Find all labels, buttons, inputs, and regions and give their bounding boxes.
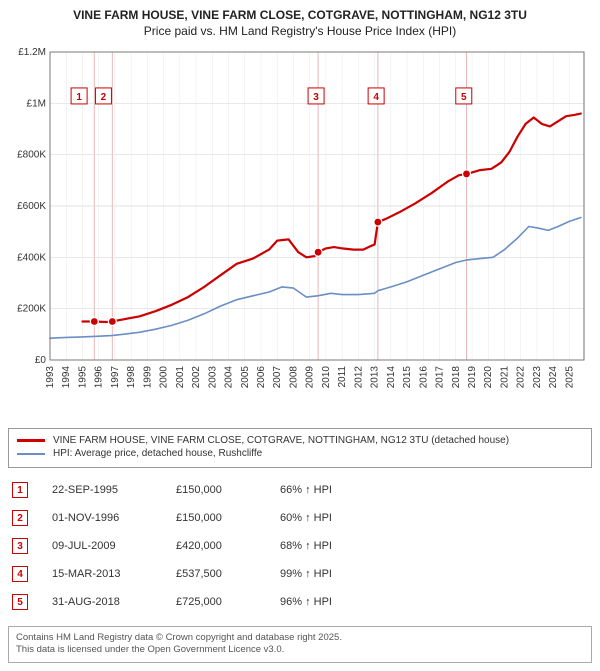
svg-text:2011: 2011	[337, 366, 348, 388]
tx-hpi: 60% ↑ HPI	[280, 512, 360, 524]
svg-text:2023: 2023	[532, 366, 543, 389]
svg-text:2025: 2025	[564, 366, 575, 389]
svg-text:2010: 2010	[321, 366, 332, 389]
tx-marker: 3	[12, 538, 28, 554]
svg-text:£1.2M: £1.2M	[18, 47, 46, 58]
svg-text:2003: 2003	[207, 366, 218, 389]
footer-note: Contains HM Land Registry data © Crown c…	[8, 626, 592, 663]
chart-title: VINE FARM HOUSE, VINE FARM CLOSE, COTGRA…	[8, 8, 592, 38]
chart-area: £0 £200K £400K £600K £800K £1M £1.2M 1993 1994 19…	[8, 44, 592, 424]
title-line2: Price paid vs. HM Land Registry's House …	[8, 24, 592, 38]
svg-text:£0: £0	[35, 355, 47, 366]
tx-price: £150,000	[176, 484, 256, 496]
svg-text:3: 3	[313, 92, 319, 103]
svg-text:1995: 1995	[77, 366, 88, 389]
footer-line2: This data is licensed under the Open Gov…	[16, 644, 584, 656]
tx-price: £150,000	[176, 512, 256, 524]
legend-label: VINE FARM HOUSE, VINE FARM CLOSE, COTGRA…	[53, 435, 509, 446]
svg-text:2012: 2012	[353, 366, 364, 389]
transaction-row: 2 01-NOV-1996 £150,000 60% ↑ HPI	[8, 504, 592, 532]
svg-text:1997: 1997	[110, 366, 121, 389]
svg-text:2016: 2016	[418, 366, 429, 389]
title-line1: VINE FARM HOUSE, VINE FARM CLOSE, COTGRA…	[8, 8, 592, 22]
svg-text:2020: 2020	[483, 366, 494, 389]
svg-text:2024: 2024	[548, 366, 559, 389]
tx-hpi: 68% ↑ HPI	[280, 540, 360, 552]
svg-text:1999: 1999	[142, 366, 153, 389]
svg-text:2: 2	[101, 92, 107, 103]
tx-marker: 5	[12, 594, 28, 610]
svg-text:2001: 2001	[175, 366, 186, 389]
svg-text:2005: 2005	[240, 366, 251, 389]
tx-hpi: 96% ↑ HPI	[280, 596, 360, 608]
legend-row: VINE FARM HOUSE, VINE FARM CLOSE, COTGRA…	[17, 435, 583, 446]
svg-text:2015: 2015	[402, 366, 413, 389]
svg-text:2014: 2014	[386, 366, 397, 389]
svg-text:1998: 1998	[126, 366, 137, 389]
svg-text:1: 1	[76, 92, 82, 103]
legend-swatch	[17, 439, 45, 442]
svg-text:2009: 2009	[305, 366, 316, 389]
svg-text:2017: 2017	[435, 366, 446, 389]
svg-text:£200K: £200K	[17, 304, 46, 315]
transaction-row: 3 09-JUL-2009 £420,000 68% ↑ HPI	[8, 532, 592, 560]
legend: VINE FARM HOUSE, VINE FARM CLOSE, COTGRA…	[8, 428, 592, 468]
tx-price: £537,500	[176, 568, 256, 580]
tx-date: 09-JUL-2009	[52, 540, 152, 552]
chart-svg: £0 £200K £400K £600K £800K £1M £1.2M 1993 1994 19…	[8, 44, 592, 424]
transaction-table: 1 22-SEP-1995 £150,000 66% ↑ HPI 2 01-NOV-199…	[8, 476, 592, 616]
legend-row: HPI: Average price, detached house, Rush…	[17, 448, 583, 459]
tx-hpi: 66% ↑ HPI	[280, 484, 360, 496]
svg-text:£800K: £800K	[17, 150, 46, 161]
svg-text:1996: 1996	[94, 366, 105, 389]
svg-text:£1M: £1M	[27, 98, 46, 109]
tx-marker: 1	[12, 482, 28, 498]
svg-text:2019: 2019	[467, 366, 478, 389]
svg-text:£400K: £400K	[17, 252, 46, 263]
svg-text:2018: 2018	[451, 366, 462, 389]
tx-price: £725,000	[176, 596, 256, 608]
legend-swatch	[17, 453, 45, 455]
svg-text:2006: 2006	[256, 366, 267, 389]
svg-text:4: 4	[373, 92, 379, 103]
svg-text:2013: 2013	[370, 366, 381, 389]
svg-text:2002: 2002	[191, 366, 202, 389]
svg-text:2004: 2004	[224, 366, 235, 389]
svg-text:2008: 2008	[288, 366, 299, 389]
transaction-row: 1 22-SEP-1995 £150,000 66% ↑ HPI	[8, 476, 592, 504]
svg-text:2022: 2022	[516, 366, 527, 389]
svg-text:1994: 1994	[61, 366, 72, 389]
tx-price: £420,000	[176, 540, 256, 552]
transaction-row: 5 31-AUG-2018 £725,000 96% ↑ HPI	[8, 588, 592, 616]
tx-date: 01-NOV-1996	[52, 512, 152, 524]
legend-label: HPI: Average price, detached house, Rush…	[53, 448, 262, 459]
svg-text:2007: 2007	[272, 366, 283, 389]
tx-marker: 2	[12, 510, 28, 526]
svg-text:1993: 1993	[45, 366, 56, 389]
svg-text:2021: 2021	[499, 366, 510, 389]
tx-date: 22-SEP-1995	[52, 484, 152, 496]
tx-hpi: 99% ↑ HPI	[280, 568, 360, 580]
tx-date: 31-AUG-2018	[52, 596, 152, 608]
footer-line1: Contains HM Land Registry data © Crown c…	[16, 632, 584, 644]
tx-marker: 4	[12, 566, 28, 582]
transaction-row: 4 15-MAR-2013 £537,500 99% ↑ HPI	[8, 560, 592, 588]
svg-text:2000: 2000	[159, 366, 170, 389]
svg-text:5: 5	[461, 92, 467, 103]
svg-text:£600K: £600K	[17, 201, 46, 212]
tx-date: 15-MAR-2013	[52, 568, 152, 580]
